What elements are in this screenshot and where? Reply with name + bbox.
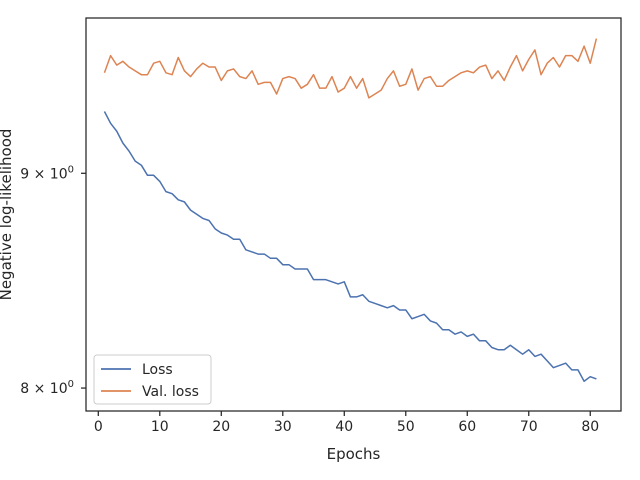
- y-tick-label: 9 × 100: [20, 164, 74, 182]
- x-tick-label: 10: [151, 419, 169, 435]
- x-tick-label: 50: [397, 419, 415, 435]
- series-layer: [103, 38, 598, 382]
- legend-label-loss: Loss: [142, 362, 173, 378]
- y-axis: 8 × 100 9 × 100: [20, 164, 86, 397]
- plot-frame: [85, 17, 622, 412]
- series-line-loss: [103, 111, 597, 382]
- y-axis-label: Negative log-likelihood: [0, 129, 15, 301]
- legend-label-val-loss: Val. loss: [142, 384, 199, 400]
- x-axis: 0 10 20 30 40 50 60 70 80: [94, 411, 599, 435]
- x-axis-label: Epochs: [327, 445, 381, 463]
- x-tick-label: 60: [458, 419, 476, 435]
- x-tick-label: 20: [212, 419, 230, 435]
- series-line-val-loss: [103, 38, 598, 99]
- plot-background: [86, 18, 621, 411]
- legend: Loss Val. loss: [93, 354, 212, 405]
- x-tick-label: 80: [581, 419, 599, 435]
- y-tick-label: 8 × 100: [20, 379, 74, 397]
- x-tick-label: 70: [520, 419, 538, 435]
- x-tick-label: 0: [94, 419, 103, 435]
- x-tick-label: 40: [335, 419, 353, 435]
- x-tick-label: 30: [274, 419, 292, 435]
